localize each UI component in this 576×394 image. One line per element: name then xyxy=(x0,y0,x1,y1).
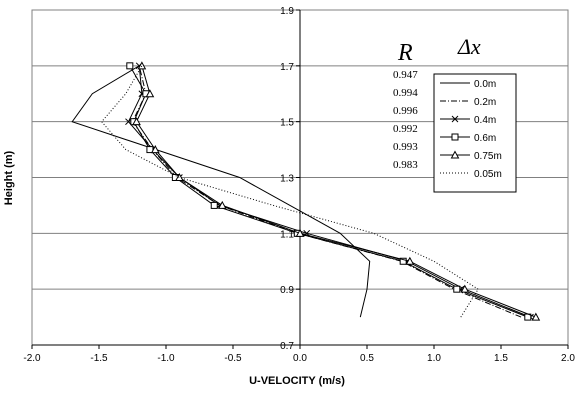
y-tick-label: 1.9 xyxy=(280,6,294,17)
x-axis-title: U-VELOCITY (m/s) xyxy=(249,375,345,387)
series-marker-4 xyxy=(405,256,415,265)
legend-label-2: 0.4m xyxy=(474,115,496,126)
r-values: 0.947 0.994 0.996 0.992 0.993 0.983 xyxy=(393,69,418,171)
x-tick-label: -1.0 xyxy=(157,353,175,364)
y-tick-label: 1.5 xyxy=(280,118,294,129)
legend-label-5: 0.05m xyxy=(474,169,502,180)
r-value: 0.983 xyxy=(393,159,418,171)
series-marker-4 xyxy=(137,61,147,70)
r-value: 0.993 xyxy=(393,141,418,153)
x-tick-label: 0.0 xyxy=(293,353,307,364)
series-marker-4 xyxy=(145,89,155,98)
y-tick-label: 1.7 xyxy=(280,62,294,73)
series-marker-4 xyxy=(132,117,141,126)
x-tick-label: 1.0 xyxy=(427,353,441,364)
series-marker-3 xyxy=(453,285,461,293)
series-marker-4 xyxy=(295,228,305,237)
series-marker-4 xyxy=(531,312,541,321)
legend-marker-2 xyxy=(451,115,459,123)
legend-marker-4 xyxy=(450,150,460,159)
series-marker-3 xyxy=(210,201,218,209)
legend-label-3: 0.6m xyxy=(474,133,496,144)
y-axis-title: Height (m) xyxy=(3,150,15,205)
series-line-3 xyxy=(129,65,528,318)
r-value: 0.947 xyxy=(393,69,418,81)
legend-box xyxy=(433,73,517,193)
series-line-4 xyxy=(135,65,536,318)
legend-marker-3 xyxy=(451,133,459,141)
series-line-1 xyxy=(131,65,522,318)
series-group xyxy=(71,61,541,321)
y-tick-label: 1.1 xyxy=(280,229,294,240)
y-tick-label: 1.3 xyxy=(280,174,294,185)
legend: 0.0m 0.2m 0.4m 0.6m 0.75m 0.05m xyxy=(440,79,502,180)
series-marker-4 xyxy=(175,172,184,181)
series-marker-4 xyxy=(150,145,160,154)
legend-label-0: 0.0m xyxy=(474,79,496,90)
x-tick-label: -2.0 xyxy=(23,353,41,364)
x-tick-label: 1.5 xyxy=(494,353,508,364)
y-tick-label: 0.9 xyxy=(280,285,294,296)
x-tick-label: 0.5 xyxy=(360,353,374,364)
delta-header: Δx xyxy=(457,34,481,59)
r-value: 0.994 xyxy=(393,87,418,99)
r-header: R xyxy=(397,40,413,66)
series-marker-4 xyxy=(460,284,470,293)
y-tick-label: 0.7 xyxy=(280,341,294,352)
series-marker-4 xyxy=(217,200,227,209)
x-tick-label: 2.0 xyxy=(561,353,575,364)
r-value: 0.992 xyxy=(393,123,418,135)
x-tick-label: -0.5 xyxy=(224,353,242,364)
series-marker-3 xyxy=(399,257,407,265)
series-line-0 xyxy=(71,65,371,318)
legend-label-4: 0.75m xyxy=(474,151,502,162)
legend-label-1: 0.2m xyxy=(474,97,496,108)
tick-labels: -2.0 -1.5 -1.0 -0.5 0.0 0.5 1.0 1.5 2.0 0.7 0.9 1.1… xyxy=(23,6,575,364)
r-value: 0.996 xyxy=(393,105,418,117)
axes xyxy=(31,9,569,349)
series-marker-3 xyxy=(126,62,134,70)
series-line-2 xyxy=(127,65,531,318)
x-tick-label: -1.5 xyxy=(90,353,108,364)
